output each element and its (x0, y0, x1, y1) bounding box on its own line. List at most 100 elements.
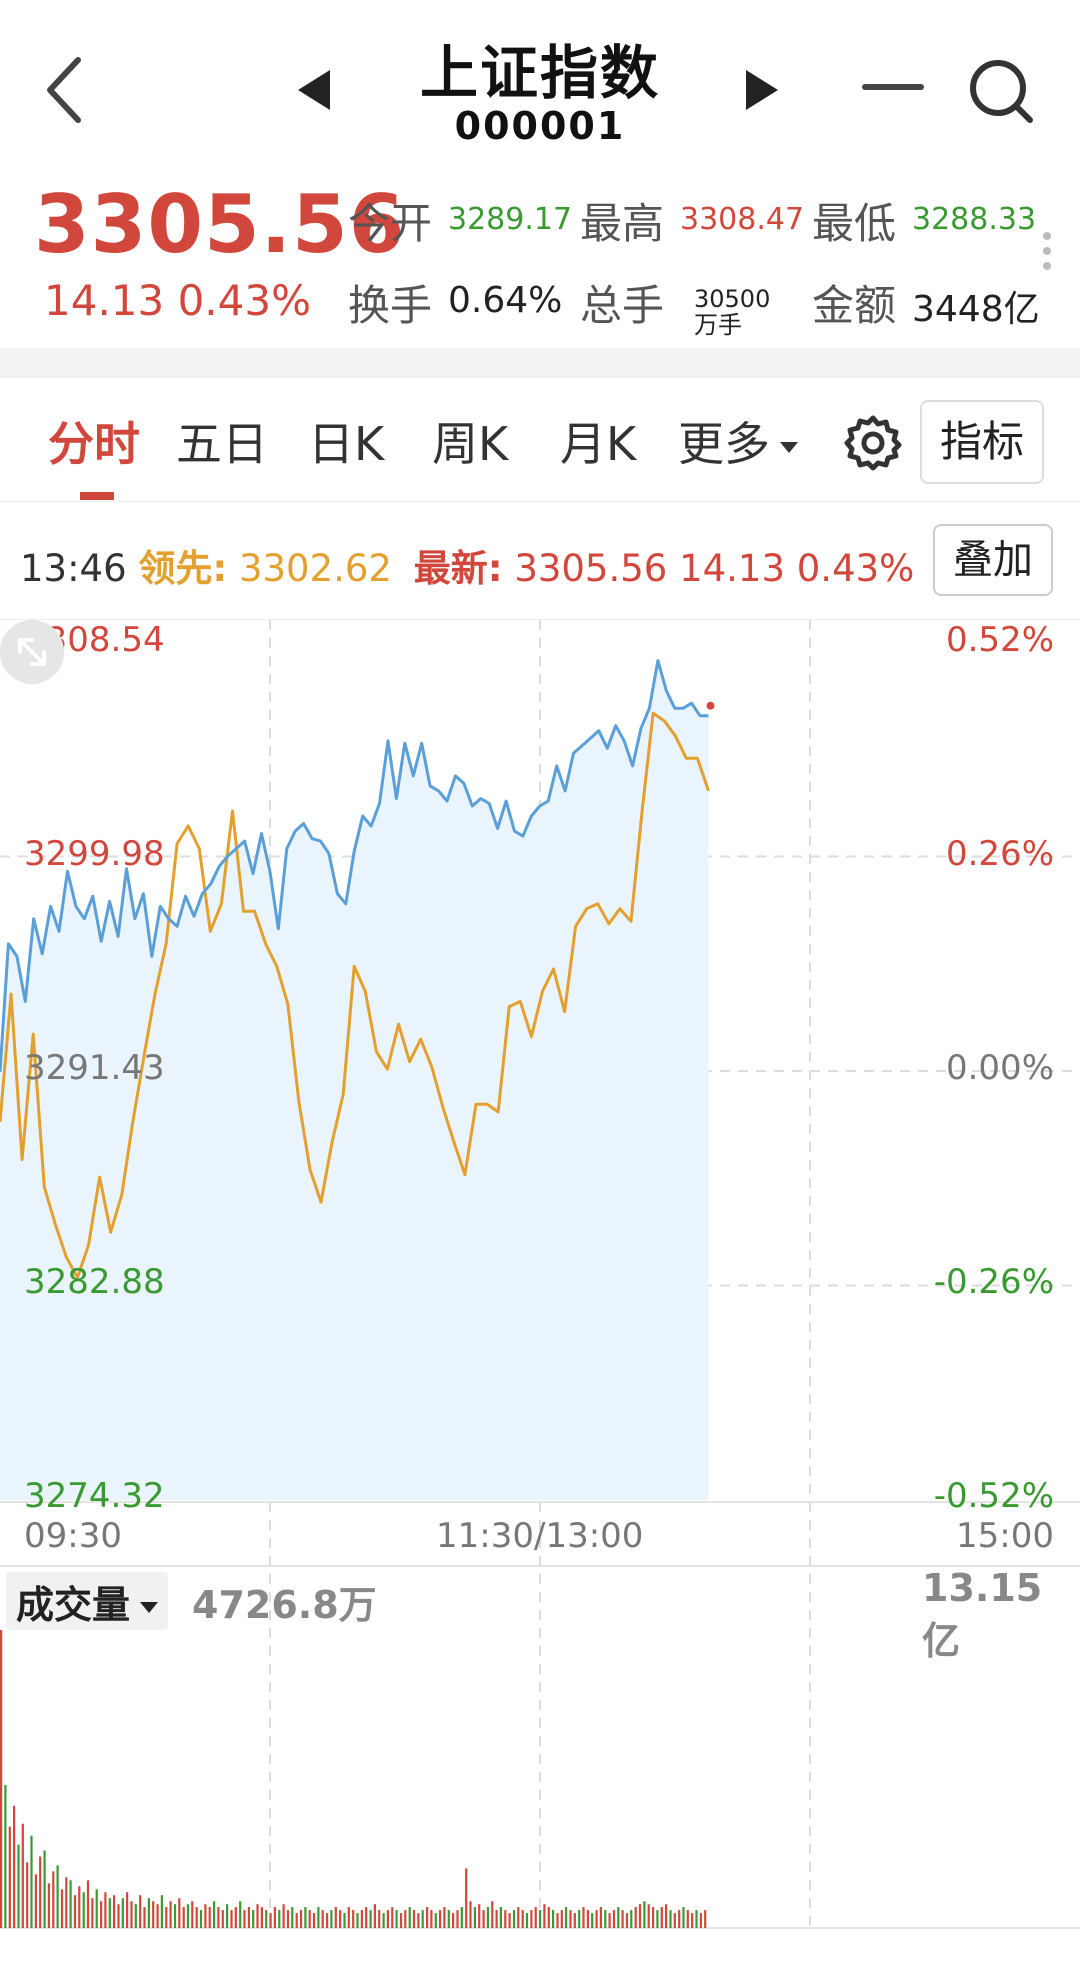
back-arrow-icon[interactable] (38, 50, 98, 130)
volume-indicator-label: 成交量 (16, 1583, 131, 1627)
indicator-button[interactable]: 指标 (920, 400, 1044, 484)
previous-stock-icon[interactable] (292, 66, 336, 114)
gear-icon[interactable] (844, 414, 902, 472)
volume-bar (608, 1913, 611, 1928)
volume-bar (704, 1910, 707, 1928)
volume-bar (625, 1913, 629, 1928)
volume-bar (273, 1907, 276, 1928)
volume-bar (21, 1823, 24, 1928)
volume-bar (373, 1904, 376, 1928)
volume-bar (47, 1883, 50, 1928)
search-icon[interactable] (966, 56, 1036, 126)
price-area-fill (0, 660, 709, 1500)
quote-summary: 3305.56 14.13 0.43% 今开 3289.17 最高 3308.4… (0, 168, 1080, 348)
volume-bar (100, 1901, 103, 1928)
tab-monthly-k[interactable]: 月K (560, 417, 637, 471)
volume-bar (95, 1889, 98, 1928)
volume-bar (360, 1910, 363, 1928)
minimize-icon[interactable] (862, 84, 924, 92)
volume-bar (517, 1907, 520, 1928)
x-label-open: 09:30 (24, 1516, 122, 1556)
volume-bar (252, 1910, 255, 1928)
volume-bar (491, 1901, 494, 1928)
volume-bar (152, 1901, 155, 1928)
tab-more[interactable]: 更多 (678, 408, 798, 474)
info-time: 13:46 (20, 547, 127, 590)
intraday-chart[interactable]: 3308.54 3299.98 3291.43 3282.88 3274.32 … (0, 620, 1080, 1930)
volume-bar (191, 1901, 194, 1928)
volume-bar (530, 1910, 533, 1928)
volume-bar (286, 1910, 290, 1928)
chart-canvas (0, 620, 1080, 1929)
volume-bar (304, 1907, 307, 1928)
volume-bar (695, 1910, 698, 1928)
high-value: 3308.47 (680, 202, 805, 237)
volume-bar (617, 1907, 620, 1928)
volume-bar (638, 1904, 642, 1928)
volume-bar (69, 1880, 72, 1928)
y-label-right-1: 0.26% (945, 834, 1054, 874)
volume-bar (656, 1910, 659, 1928)
volume-bar (669, 1910, 672, 1928)
volume-bar (495, 1910, 498, 1928)
y-label-right-2: 0.00% (945, 1048, 1054, 1088)
volume-bar (39, 1856, 42, 1928)
volume-bar (356, 1913, 359, 1928)
more-vertical-icon[interactable] (1040, 232, 1054, 282)
volume-bar (265, 1910, 268, 1928)
latest-label: 最新: (413, 547, 503, 590)
tab-weekly-k[interactable]: 周K (432, 417, 509, 471)
amount-label: 金额 (812, 281, 897, 330)
volume-bar (691, 1913, 694, 1928)
volume-bar (469, 1901, 472, 1928)
high-label: 最高 (580, 199, 665, 248)
turnover-label: 换手 (348, 281, 433, 330)
volume-bar (30, 1835, 33, 1928)
next-stock-icon[interactable] (740, 66, 784, 114)
x-label-midday: 11:30/13:00 (436, 1516, 644, 1556)
volume-bar (73, 1895, 77, 1928)
volume-indicator-selector[interactable]: 成交量 (6, 1572, 169, 1630)
volume-bar (108, 1898, 111, 1928)
volume-current: 4726.8万 (192, 1583, 377, 1627)
volume-bar (473, 1907, 476, 1928)
lead-value: 3302.62 (238, 547, 392, 590)
volume-bar (595, 1910, 598, 1928)
volume-bar (460, 1907, 463, 1928)
tab-daily-k[interactable]: 日K (308, 417, 385, 471)
volume-bar (217, 1907, 220, 1928)
overlay-button[interactable]: 叠加 (933, 524, 1053, 596)
volume-bar (34, 1874, 37, 1928)
volume-bar (169, 1901, 172, 1928)
volume-bar (326, 1913, 329, 1928)
y-label-right-4: -0.52% (933, 1476, 1054, 1516)
volume-bar (269, 1913, 272, 1928)
volume-bar (82, 1892, 85, 1928)
volume-bar (395, 1910, 398, 1928)
volume-bar (482, 1910, 485, 1928)
chart-period-tabs: 分时 五日 日K 周K 月K 更多 指标 (0, 378, 1080, 502)
volume-bar (330, 1910, 333, 1928)
volume-bar (295, 1913, 298, 1928)
volume-bar (486, 1907, 489, 1928)
volume-bar (443, 1907, 446, 1928)
volume-bar (686, 1910, 689, 1928)
top-nav-bar: 上证指数 000001 (0, 0, 1080, 160)
expand-icon[interactable] (0, 620, 64, 684)
volume-bar (256, 1904, 259, 1928)
latest-value: 3305.56 14.13 0.43% (514, 547, 915, 590)
tab-five-day[interactable]: 五日 (176, 417, 268, 471)
volume-bar (147, 1898, 150, 1928)
volume-bar (630, 1910, 633, 1928)
volume-bar (408, 1907, 411, 1928)
volume-bar (647, 1904, 650, 1928)
tab-intraday[interactable]: 分时 (48, 417, 140, 471)
volume-bar (582, 1907, 585, 1928)
volume-bar (552, 1910, 555, 1928)
price-change: 14.13 0.43% (44, 276, 312, 325)
volume-bar (86, 1880, 90, 1928)
info-line: 13:46 领先: 3302.62 最新: 3305.56 14.13 0.43… (20, 538, 914, 592)
volume-bar (591, 1913, 594, 1928)
volume-bar (195, 1907, 198, 1928)
volume-bar (604, 1910, 607, 1928)
